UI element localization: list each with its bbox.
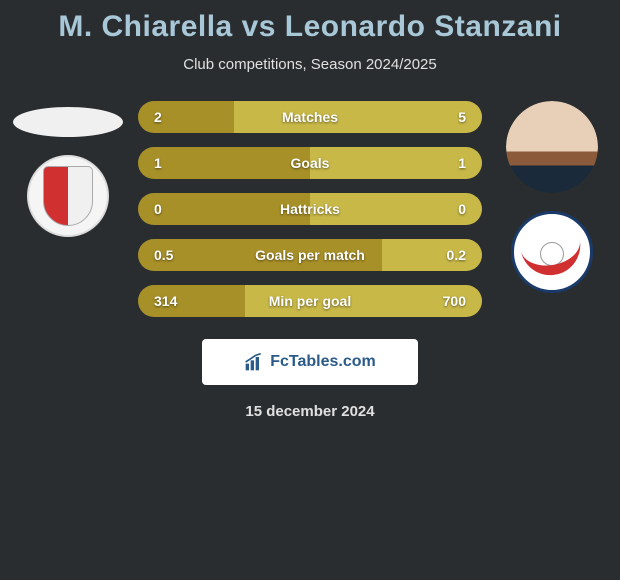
stat-bar: 314 Min per goal 700 [138, 285, 482, 317]
stat-bar: 0.5 Goals per match 0.2 [138, 239, 482, 271]
site-logo: FcTables.com [202, 339, 418, 385]
club-badge-right [511, 211, 593, 293]
stat-right-value: 0 [458, 201, 466, 217]
date-text: 15 december 2024 [8, 403, 612, 420]
stat-right-value: 5 [458, 109, 466, 125]
bar-overlay: 1 Goals 1 [138, 147, 482, 179]
stat-label: Hattricks [280, 201, 340, 217]
stat-left-value: 2 [154, 109, 162, 125]
stat-label: Goals per match [255, 247, 365, 263]
stat-right-value: 0.2 [447, 247, 466, 263]
stat-left-value: 0.5 [154, 247, 173, 263]
bar-overlay: 0 Hattricks 0 [138, 193, 482, 225]
logo-text: FcTables.com [270, 353, 376, 371]
stat-right-value: 1 [458, 155, 466, 171]
stat-bar: 0 Hattricks 0 [138, 193, 482, 225]
stat-left-value: 1 [154, 155, 162, 171]
stat-left-value: 314 [154, 293, 177, 309]
subtitle: Club competitions, Season 2024/2025 [8, 56, 612, 73]
bar-overlay: 314 Min per goal 700 [138, 285, 482, 317]
stat-left-value: 0 [154, 201, 162, 217]
stat-label: Goals [291, 155, 330, 171]
stat-bar: 2 Matches 5 [138, 101, 482, 133]
stat-bar: 1 Goals 1 [138, 147, 482, 179]
shield-icon [43, 166, 93, 226]
player-photo-left [13, 107, 123, 137]
player-photo-right [506, 101, 598, 193]
swoosh-icon [519, 230, 585, 280]
stat-label: Min per goal [269, 293, 351, 309]
stats-column: 2 Matches 5 1 Goals 1 0 Hattricks 0 0.5 Goals per … [138, 97, 482, 317]
bar-overlay: 2 Matches 5 [138, 101, 482, 133]
comparison-card: M. Chiarella vs Leonardo Stanzani Club c… [0, 0, 620, 430]
stat-label: Matches [282, 109, 338, 125]
bar-overlay: 0.5 Goals per match 0.2 [138, 239, 482, 271]
right-side-col [492, 97, 612, 293]
page-title: M. Chiarella vs Leonardo Stanzani [8, 10, 612, 44]
left-side-col [8, 97, 128, 237]
club-badge-left [27, 155, 109, 237]
face-icon [506, 101, 598, 193]
stat-right-value: 700 [443, 293, 466, 309]
chart-icon [244, 352, 264, 372]
main-row: 2 Matches 5 1 Goals 1 0 Hattricks 0 0.5 Goals per … [8, 97, 612, 317]
